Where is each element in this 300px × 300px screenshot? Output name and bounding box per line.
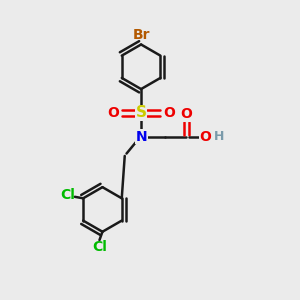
Text: Cl: Cl bbox=[60, 188, 75, 202]
Text: O: O bbox=[163, 106, 175, 120]
Text: O: O bbox=[200, 130, 211, 144]
Text: O: O bbox=[107, 106, 119, 120]
Text: Br: Br bbox=[132, 28, 150, 42]
Text: H: H bbox=[214, 130, 225, 143]
Text: O: O bbox=[180, 107, 192, 121]
Text: S: S bbox=[136, 105, 147, 120]
Text: N: N bbox=[135, 130, 147, 144]
Text: Cl: Cl bbox=[92, 240, 107, 254]
